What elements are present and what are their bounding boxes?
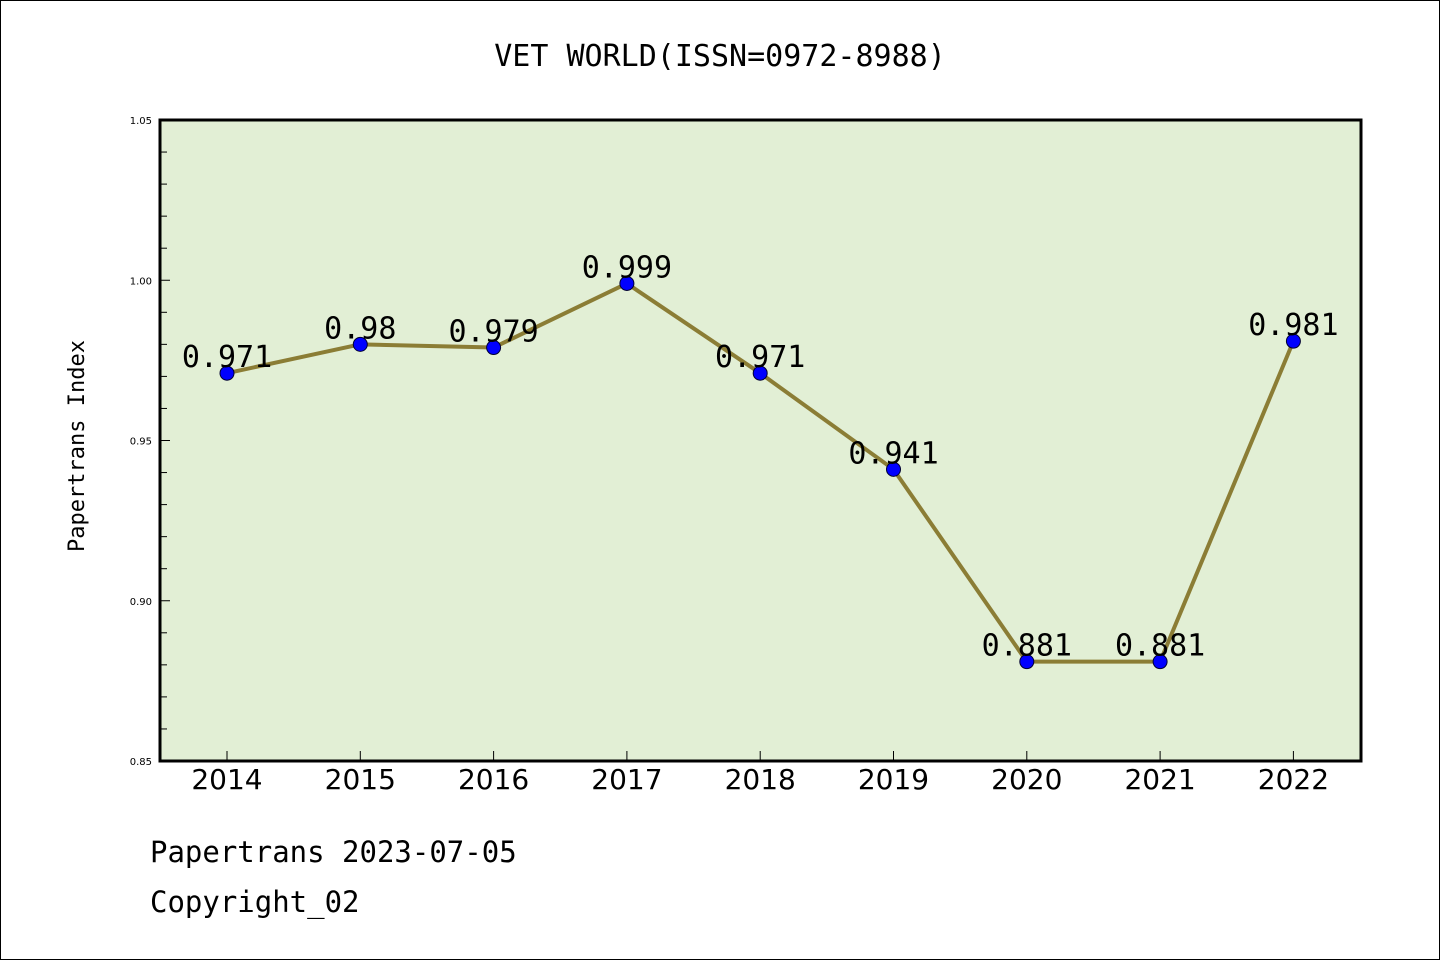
x-tick-label: 2016 [458,763,529,796]
data-labels-group: 0.971 0.98 0.979 0.999 0.971 0.941 0.881 0.881 0… [182,250,1339,663]
data-label: 0.98 [324,311,396,346]
y-axis-label: Papertrans Index [65,340,90,552]
data-label: 0.999 [582,250,672,285]
y-tick-label: 0.90 [130,597,152,608]
x-tick-label: 2018 [725,763,796,796]
y-tick-label: 1.05 [130,116,152,127]
data-point [1152,654,1168,670]
data-label: 0.971 [715,340,805,375]
data-label: 0.971 [182,340,272,375]
x-tick-label: 2021 [1124,763,1195,796]
x-axis: 2014 2015 2016 2017 2018 2019 2020 2021 2022 [191,751,1329,796]
data-label: 0.881 [1115,629,1205,664]
data-point [219,365,235,381]
x-tick-label: 2014 [191,763,262,796]
data-point [486,340,502,356]
footer-copyright: Copyright_02 [150,885,360,919]
x-tick-label: 2019 [858,763,929,796]
x-tick-label: 2015 [325,763,396,796]
data-point [886,461,901,477]
y-tick-label: 0.95 [130,437,152,448]
data-label: 0.981 [1248,308,1338,343]
x-tick-label: 2020 [991,763,1062,796]
footer-date: Papertrans 2023-07-05 [150,835,517,869]
data-label: 0.881 [982,629,1072,664]
x-tick-label: 2022 [1258,763,1329,796]
data-point [619,275,635,291]
y-tick-label: 0.85 [130,757,152,768]
markers-group [219,275,1301,670]
data-point [352,336,368,352]
data-label: 0.979 [448,315,538,350]
data-point [1019,654,1035,670]
y-tick-label: 1.00 [130,276,152,287]
data-point [1285,333,1301,349]
data-label: 0.941 [848,436,938,471]
plot-area [160,120,1361,761]
plot-border [158,118,1363,763]
x-tick-label: 2017 [591,763,662,796]
chart-title: VET WORLD(ISSN=0972-8988) [494,39,946,74]
data-point [752,365,768,381]
